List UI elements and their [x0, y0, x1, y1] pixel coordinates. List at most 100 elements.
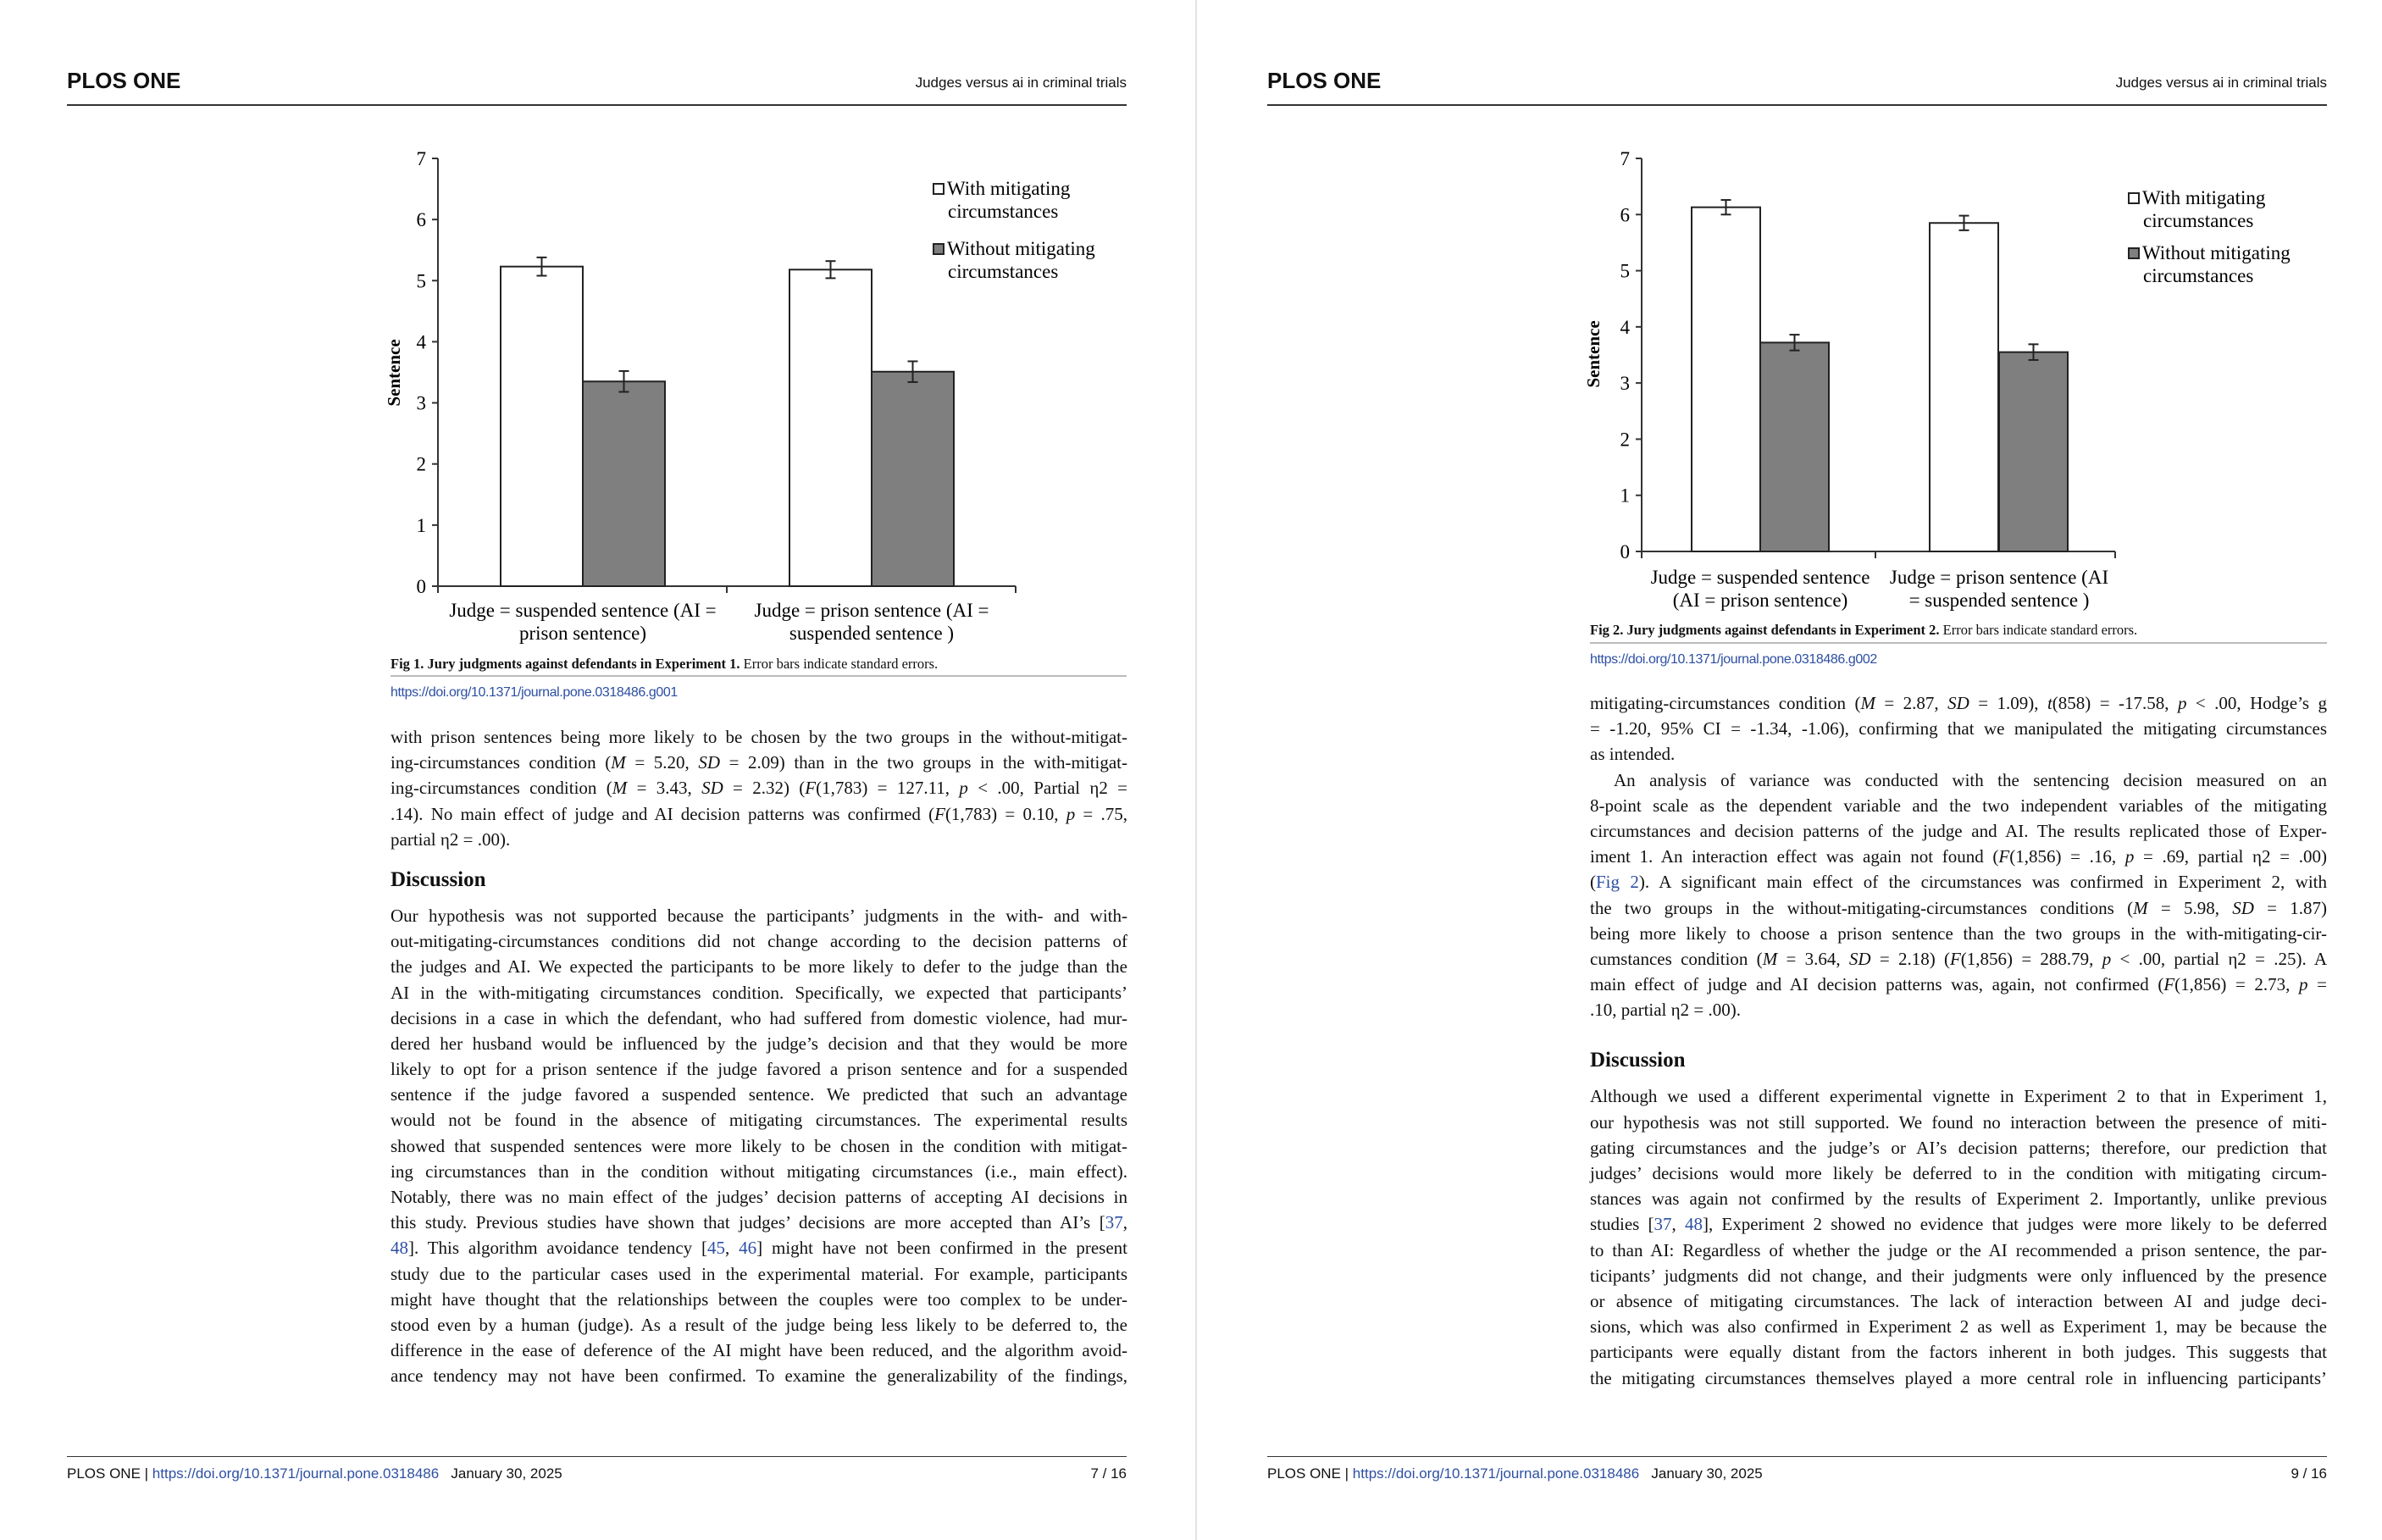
page-number: 9 / 16	[2291, 1465, 2327, 1482]
italic-symbol: F	[1949, 948, 1961, 969]
citation-link[interactable]: 48	[391, 1238, 408, 1259]
text-line: .10, partial η2 = .00).	[1590, 1000, 1741, 1021]
bar	[1691, 206, 1761, 552]
italic-symbol: F	[934, 803, 945, 824]
y-tick-label: 6	[1620, 204, 1631, 225]
bar	[1998, 351, 2069, 552]
category-label: = suspended sentence )	[1909, 590, 2090, 611]
text-line: judges’ decisions would more likely be d…	[1590, 1163, 2327, 1183]
footer-doi-link[interactable]: https://doi.org/10.1371/journal.pone.031…	[152, 1465, 440, 1482]
category-label: suspended sentence )	[789, 623, 954, 644]
text-line: as intended.	[1590, 744, 1676, 765]
text-line: difference in the ease of deference of t…	[391, 1340, 1127, 1361]
y-tick-label: 2	[1620, 429, 1631, 450]
text-line: cumstances condition (M = 3.64, SD = 2.1…	[1590, 948, 2327, 969]
text-line: main effect of judge and AI decision pat…	[1590, 974, 2327, 995]
legend-swatch	[933, 243, 944, 255]
journal-logo: PLOS ONE	[67, 68, 181, 93]
text-line: = -1.20, 95% CI = -1.34, -1.06), confirm…	[1590, 718, 2327, 740]
text-line: mitigating-circumstances condition (M = …	[1590, 693, 2328, 713]
italic-symbol: p	[2177, 693, 2187, 713]
y-tick-label: 4	[1620, 317, 1631, 338]
y-tick-label: 1	[1620, 485, 1631, 507]
figure-doi-link[interactable]: https://doi.org/10.1371/journal.pone.031…	[1590, 652, 1877, 667]
y-tick-label: 6	[417, 209, 427, 230]
italic-symbol: p	[2124, 846, 2135, 867]
text-line: .14). No main effect of judge and AI dec…	[391, 803, 1127, 824]
text-line: Our hypothesis was not supported because…	[391, 905, 1127, 926]
figure-caption: Fig 2. Jury judgments against defendants…	[1590, 622, 2137, 639]
footer-rule	[67, 1456, 1127, 1457]
text-line: AI in the with-mitigating circumstances …	[391, 982, 1127, 1003]
footer-journal: PLOS ONE |	[1267, 1465, 1349, 1482]
text-line: circumstances and decision patterns of t…	[1590, 820, 2327, 841]
citation-link[interactable]: 48	[1684, 1214, 1703, 1235]
page-divider	[1195, 0, 1197, 1540]
text-line: stood even by a human (judge). As a resu…	[391, 1314, 1127, 1335]
italic-symbol: F	[1998, 846, 2010, 867]
bar	[582, 380, 666, 588]
legend-label: circumstances	[2143, 265, 2253, 286]
italic-symbol: t	[2047, 693, 2052, 713]
caption-rule	[391, 675, 1127, 677]
italic-symbol: SD	[701, 778, 723, 799]
y-tick-label: 0	[1620, 541, 1631, 562]
text-line: An analysis of variance was conducted wi…	[1614, 769, 2327, 790]
text-line: being more likely to choose a prison sen…	[1590, 922, 2327, 944]
legend-label: With mitigating	[947, 178, 1071, 199]
text-line: Notably, there was no main effect of the…	[391, 1187, 1127, 1207]
italic-symbol: SD	[1947, 693, 1969, 713]
text-line: study due to the particular cases used i…	[391, 1263, 1127, 1284]
legend-label: circumstances	[2143, 210, 2253, 231]
caption-title: Fig 1. Jury judgments against defendants…	[391, 656, 740, 672]
legend-swatch	[2128, 247, 2140, 259]
italic-symbol: p	[959, 778, 968, 799]
citation-link[interactable]: 37	[1105, 1212, 1123, 1233]
text-line: ing-circumstances condition (M = 3.43, S…	[391, 778, 1127, 799]
legend-label: With mitigating	[2142, 187, 2266, 208]
text-line: would not be found in the absence of mit…	[391, 1110, 1127, 1131]
y-tick-label: 7	[1620, 148, 1631, 169]
italic-symbol: M	[611, 752, 626, 773]
italic-symbol: M	[2133, 897, 2148, 918]
footer-doi-link[interactable]: https://doi.org/10.1371/journal.pone.031…	[1352, 1465, 1640, 1482]
text-line: studies [37, 48], Experiment 2 showed no…	[1590, 1214, 2327, 1235]
footer-journal: PLOS ONE |	[67, 1465, 149, 1482]
body-text: mitigating-circumstances condition (M = …	[1590, 690, 2327, 1391]
category-label: Judge = suspended sentence (AI =	[449, 600, 716, 621]
italic-symbol: M	[1762, 948, 1778, 969]
text-line: sions, which was also confirmed in Exper…	[1590, 1316, 2327, 1338]
legend-swatch	[2128, 192, 2140, 204]
legend-label: Without mitigating	[947, 238, 1095, 259]
text-line: to than AI: Regardless of whether the ju…	[1590, 1239, 2327, 1260]
legend-label: circumstances	[948, 261, 1058, 282]
text-line: out-mitigating-circumstances conditions …	[391, 931, 1127, 952]
category-label: prison sentence)	[519, 623, 646, 644]
footer-rule	[1267, 1456, 2327, 1457]
bar	[871, 370, 955, 587]
citation-link[interactable]: Fig 2	[1596, 872, 1639, 893]
chart-2: 0 1 2 3 4 5 6 7 Sentence Judge = suspended senten…	[1583, 148, 2291, 611]
figure-doi-link[interactable]: https://doi.org/10.1371/journal.pone.031…	[391, 685, 678, 700]
text-line: ticipants’ judgments did not change, and…	[1590, 1265, 2327, 1286]
italic-symbol: SD	[2232, 897, 2254, 918]
y-tick-label: 2	[417, 454, 427, 475]
text-line: partial η2 = .00).	[391, 828, 511, 850]
caption-rule	[1590, 642, 2327, 644]
citation-link[interactable]: 46	[739, 1238, 757, 1259]
header-rule	[67, 104, 1127, 106]
citation-link[interactable]: 45	[707, 1238, 726, 1259]
section-heading: Discussion	[1590, 1049, 1686, 1072]
text-line: stances was again not confirmed by the r…	[1590, 1188, 2327, 1210]
text-line: 8-point scale as the dependent variable …	[1590, 795, 2327, 816]
text-line: this study. Previous studies have shown …	[391, 1212, 1127, 1233]
section-heading: Discussion	[391, 867, 486, 891]
y-tick-label: 3	[1620, 373, 1631, 394]
text-line: decisions in a case in which the defenda…	[391, 1007, 1127, 1028]
category-label: Judge = suspended sentence	[1651, 567, 1870, 588]
text-line: 48]. This algorithm avoidance tendency […	[391, 1238, 1128, 1259]
italic-symbol: M	[1860, 693, 1875, 713]
text-line: dered her husband would be influenced by…	[391, 1033, 1127, 1054]
text-line: showed that suspended sentences were mor…	[391, 1135, 1127, 1156]
citation-link[interactable]: 37	[1654, 1214, 1672, 1235]
